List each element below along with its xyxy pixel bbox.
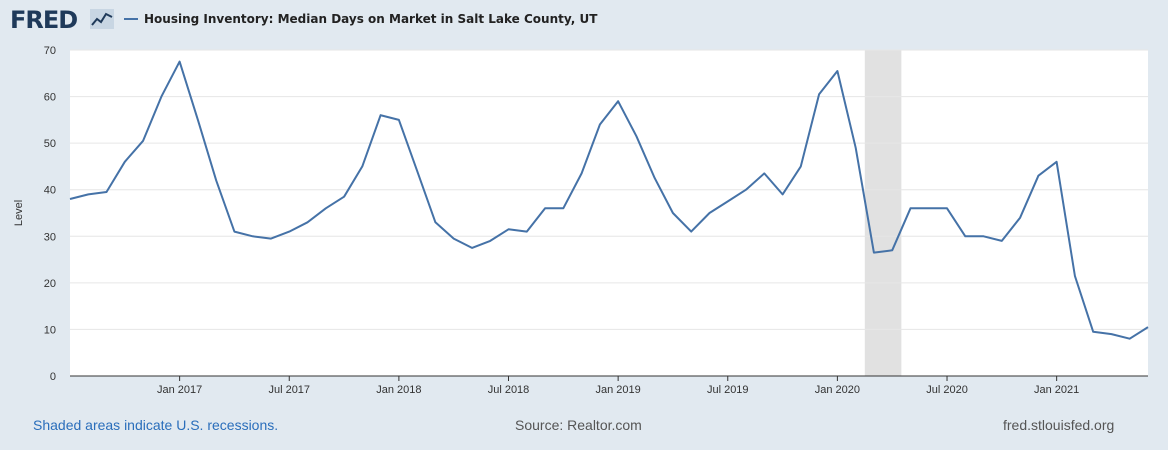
y-tick-label: 40 [44,185,56,197]
y-tick-label: 20 [44,278,56,290]
y-tick-label: 30 [44,231,56,243]
x-tick-label: Jul 2018 [488,384,530,396]
y-tick-label: 50 [44,138,56,150]
y-tick-label: 10 [44,324,56,336]
series-line [69,60,1149,340]
x-tick-label: Jan 2020 [815,384,860,396]
x-tick-label: Jul 2019 [707,384,749,396]
plot-area [70,50,1148,376]
x-tick-label: Jan 2021 [1034,384,1079,396]
y-tick-label: 60 [44,92,56,104]
legend-line-swatch [124,18,138,20]
logo-chart-icon [90,9,114,29]
site-link[interactable]: fred.stlouisfed.org [1003,417,1115,433]
recession-shade [864,50,902,376]
y-axis-label: Level [13,200,25,226]
fred-logo[interactable]: FRED [10,6,78,34]
header: FRED Housing Inventory: Median Days on M… [0,0,1168,42]
line-chart[interactable]: 0 10 20 30 40 50 60 70 Jan 2017 Jul 2017 Jan 2018 J… [0,42,1168,417]
x-tick-label: Jan 2019 [596,384,641,396]
y-tick-label: 0 [50,371,56,383]
y-tick-label: 70 [44,45,56,57]
x-tick-label: Jul 2020 [926,384,968,396]
x-tick-label: Jan 2018 [376,384,421,396]
chart-legend[interactable]: Housing Inventory: Median Days on Market… [124,12,597,26]
x-tick-label: Jan 2017 [157,384,202,396]
legend-label: Housing Inventory: Median Days on Market… [144,12,598,26]
source-label: Source: Realtor.com [515,417,642,433]
recession-note-link[interactable]: Shaded areas indicate U.S. recessions. [33,417,279,433]
x-tick-label: Jul 2017 [268,384,310,396]
